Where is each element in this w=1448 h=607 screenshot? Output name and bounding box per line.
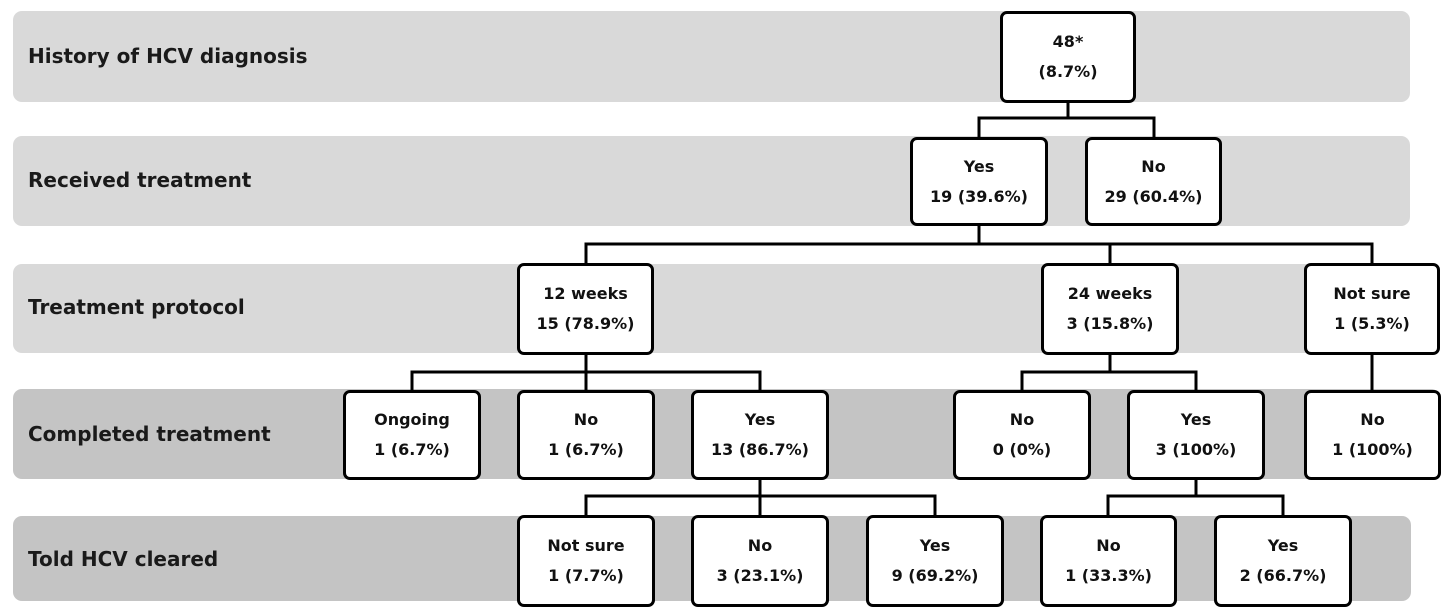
node-12w-cleared-not-sure-value: 1 (7.7%) bbox=[548, 566, 624, 585]
node-12w-completed-ongoing-value: 1 (6.7%) bbox=[374, 440, 450, 459]
node-12w-completed-no: No 1 (6.7%) bbox=[517, 390, 655, 480]
node-12w-completed-yes: Yes 13 (86.7%) bbox=[691, 390, 829, 480]
band-history bbox=[13, 11, 1410, 102]
node-12w-completed-yes-value: 13 (86.7%) bbox=[711, 440, 809, 459]
node-protocol-12-weeks-value: 15 (78.9%) bbox=[536, 314, 635, 333]
node-treatment-yes-title: Yes bbox=[963, 156, 995, 176]
node-24w-completed-yes-title: Yes bbox=[1180, 410, 1212, 430]
node-24w-completed-no: No 0 (0%) bbox=[953, 390, 1091, 480]
node-24w-cleared-no: No 1 (33.3%) bbox=[1040, 515, 1177, 607]
node-12w-cleared-yes-value: 9 (69.2%) bbox=[891, 566, 979, 585]
node-12w-completed-no-value: 1 (6.7%) bbox=[548, 440, 624, 459]
node-24w-completed-no-value: 0 (0%) bbox=[992, 440, 1052, 459]
node-12w-cleared-yes-title: Yes bbox=[919, 536, 951, 556]
node-root: 48* (8.7%) bbox=[1000, 11, 1136, 103]
node-protocol-12-weeks-title: 12 weeks bbox=[543, 284, 628, 304]
row-label-cleared: Told HCV cleared bbox=[28, 547, 219, 571]
node-12w-completed-no-title: No bbox=[573, 410, 599, 430]
node-not-sure-completed-no-title: No bbox=[1360, 410, 1385, 430]
node-not-sure-completed-no: No 1 (100%) bbox=[1304, 390, 1441, 480]
node-12w-completed-ongoing-title: Ongoing bbox=[374, 410, 450, 430]
node-12w-cleared-no: No 3 (23.1%) bbox=[691, 515, 829, 607]
node-not-sure-completed-no-value: 1 (100%) bbox=[1332, 440, 1413, 459]
node-protocol-24-weeks-title: 24 weeks bbox=[1067, 284, 1153, 304]
node-24w-cleared-yes: Yes 2 (66.7%) bbox=[1214, 515, 1352, 607]
node-12w-cleared-not-sure: Not sure 1 (7.7%) bbox=[517, 515, 655, 607]
node-root-value: (8.7%) bbox=[1038, 62, 1098, 81]
node-24w-completed-yes-value: 3 (100%) bbox=[1155, 440, 1237, 459]
node-root-title: 48* bbox=[1052, 32, 1084, 52]
node-24w-cleared-yes-value: 2 (66.7%) bbox=[1239, 566, 1327, 585]
row-label-completed: Completed treatment bbox=[28, 422, 271, 446]
node-protocol-not-sure: Not sure 1 (5.3%) bbox=[1304, 263, 1440, 355]
row-label-history: History of HCV diagnosis bbox=[28, 44, 308, 68]
node-protocol-24-weeks: 24 weeks 3 (15.8%) bbox=[1041, 263, 1179, 355]
node-12w-cleared-no-title: No bbox=[747, 536, 773, 556]
edge-12w-completed bbox=[410, 353, 762, 392]
node-24w-cleared-no-value: 1 (33.3%) bbox=[1065, 566, 1152, 585]
node-treatment-no-value: 29 (60.4%) bbox=[1104, 186, 1203, 206]
band-protocol bbox=[13, 264, 1440, 353]
node-protocol-12-weeks: 12 weeks 15 (78.9%) bbox=[517, 263, 654, 355]
edge-12w-yes-cleared bbox=[584, 478, 937, 517]
node-treatment-no-title: No bbox=[1141, 156, 1166, 176]
node-protocol-not-sure-title: Not sure bbox=[1333, 284, 1411, 304]
node-12w-cleared-not-sure-title: Not sure bbox=[547, 536, 625, 556]
edge-24w-completed bbox=[1020, 353, 1198, 392]
node-protocol-24-weeks-value: 3 (15.8%) bbox=[1066, 314, 1154, 333]
node-protocol-not-sure-value: 1 (5.3%) bbox=[1334, 314, 1410, 333]
node-12w-completed-yes-title: Yes bbox=[744, 410, 776, 430]
node-treatment-yes-value: 19 (39.6%) bbox=[930, 186, 1028, 206]
row-label-protocol: Treatment protocol bbox=[28, 295, 245, 319]
node-24w-cleared-no-title: No bbox=[1096, 536, 1121, 556]
node-24w-completed-no-title: No bbox=[1009, 410, 1035, 430]
node-treatment-yes: Yes 19 (39.6%) bbox=[910, 137, 1048, 226]
node-12w-cleared-no-value: 3 (23.1%) bbox=[716, 566, 804, 585]
row-label-treatment: Received treatment bbox=[28, 168, 252, 192]
node-24w-completed-yes: Yes 3 (100%) bbox=[1127, 390, 1265, 480]
edge-24w-yes-cleared bbox=[1106, 478, 1285, 517]
node-12w-cleared-yes: Yes 9 (69.2%) bbox=[866, 515, 1004, 607]
edge-yes-protocol bbox=[584, 223, 1374, 265]
node-treatment-no: No 29 (60.4%) bbox=[1085, 137, 1222, 226]
node-12w-completed-ongoing: Ongoing 1 (6.7%) bbox=[343, 390, 481, 480]
node-24w-cleared-yes-title: Yes bbox=[1267, 536, 1299, 556]
edge-root-treatment bbox=[977, 101, 1156, 140]
